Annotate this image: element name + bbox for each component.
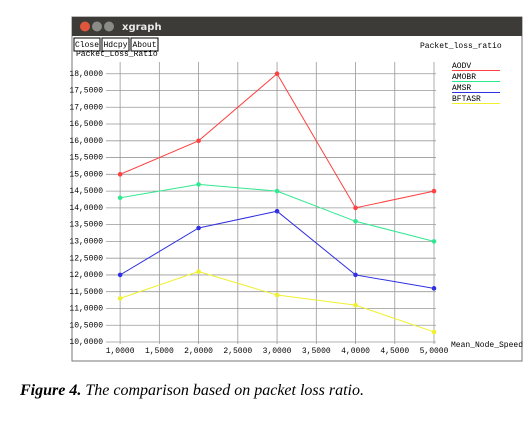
data-point: [196, 269, 201, 274]
data-point: [117, 195, 123, 201]
legend-label: BFTASR: [452, 95, 481, 104]
data-point: [274, 188, 280, 194]
x-axis-label: Mean_Node_Speed: [451, 341, 523, 350]
button[interactable]: [101, 37, 130, 52]
y-tick-label: 17,0000: [69, 103, 103, 112]
caption: Figure 4. The comparison based on packet…: [19, 382, 364, 399]
x-tick-label: 1,0000: [106, 347, 135, 356]
button-label[interactable]: About: [132, 41, 156, 50]
x-tick-label: 4,5000: [380, 347, 409, 356]
x-tick-label: 2,0000: [184, 347, 213, 356]
data-point: [353, 218, 358, 224]
data-point: [431, 188, 437, 194]
data-point: [353, 205, 358, 211]
y-axis-label: Packet_Loss_Ratio: [76, 50, 158, 59]
title-bar: [72, 17, 522, 36]
y-tick-label: 10,0000: [69, 338, 103, 347]
data-point: [117, 172, 123, 177]
y-tick-label: 14,0000: [69, 204, 103, 213]
y-tick-label: 15,0000: [69, 170, 103, 179]
data-point: [196, 225, 201, 231]
maximize-dot[interactable]: [104, 21, 114, 32]
y-tick-label: 12,0000: [69, 271, 103, 280]
y-tick-label: 11,5000: [69, 288, 103, 297]
data-point: [431, 329, 437, 335]
x-tick-label: 3,0000: [263, 347, 292, 356]
chart-title: Packet_loss_ratio: [420, 42, 502, 51]
legend-label: AMOBR: [452, 73, 476, 82]
window: [71, 16, 523, 362]
x-tick-label: 1,5000: [145, 347, 174, 356]
x-tick-label: 5,0000: [420, 347, 449, 356]
y-tick-label: 16,0000: [69, 137, 103, 146]
x-tick-label: 2,5000: [223, 347, 252, 356]
y-tick-label: 13,0000: [69, 238, 103, 247]
data-point: [196, 138, 201, 144]
data-point: [274, 292, 280, 298]
legend-label: AODV: [452, 62, 471, 71]
y-tick-label: 18,0000: [69, 70, 103, 79]
y-tick-label: 12,5000: [69, 254, 103, 263]
button-label[interactable]: Hdcpy: [103, 41, 127, 50]
x-tick-label: 3,5000: [302, 347, 331, 356]
y-tick-label: 15,5000: [69, 154, 103, 163]
data-point: [117, 272, 123, 278]
y-tick-label: 11,0000: [69, 305, 103, 314]
y-tick-label: 17,5000: [69, 87, 103, 96]
data-point: [353, 302, 358, 308]
window-title: xgraph: [122, 22, 162, 33]
y-tick-label: 16,5000: [69, 120, 103, 129]
caption-text: The comparison based on packet loss rati…: [85, 382, 364, 399]
data-point: [274, 71, 280, 77]
minimize-dot[interactable]: [92, 21, 102, 32]
y-tick-label: 14,5000: [69, 187, 103, 196]
data-point: [117, 296, 123, 301]
caption-label: Figure 4.: [19, 382, 81, 399]
button[interactable]: [130, 37, 159, 52]
y-tick-label: 13,5000: [69, 221, 103, 230]
data-point: [431, 239, 437, 244]
data-point: [353, 272, 358, 278]
button[interactable]: [73, 37, 101, 52]
x-tick-label: 4,0000: [341, 347, 370, 356]
y-tick-label: 10,5000: [69, 321, 103, 330]
data-point: [274, 208, 280, 214]
close-dot[interactable]: [80, 21, 90, 32]
legend-label: AMSR: [452, 84, 471, 93]
data-point: [431, 286, 437, 291]
button-label[interactable]: Close: [75, 41, 99, 50]
data-point: [196, 182, 201, 187]
